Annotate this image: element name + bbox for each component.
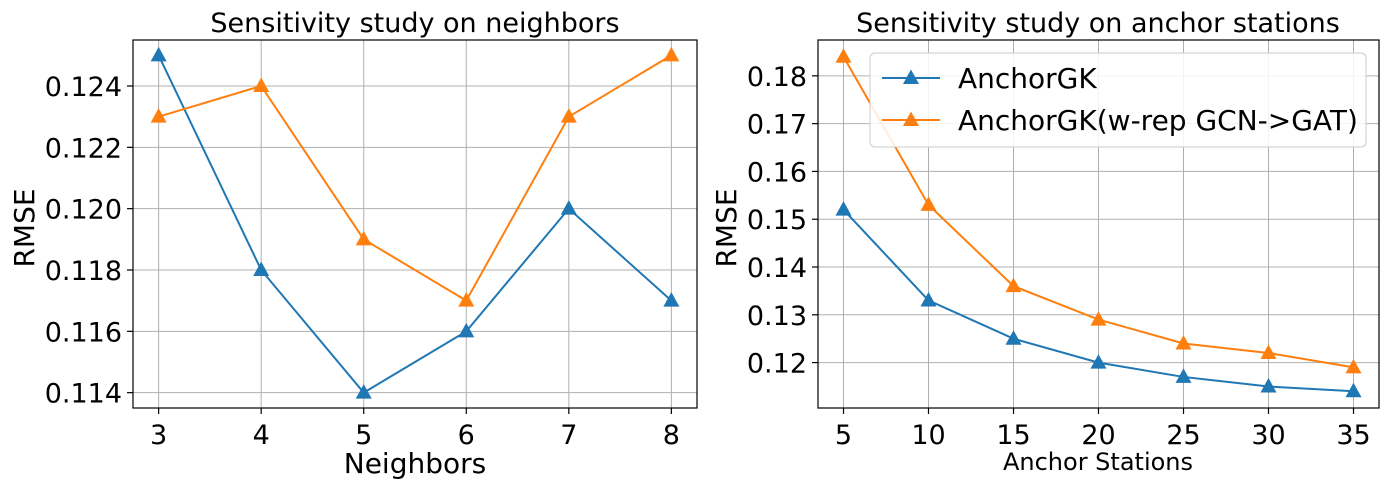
data-point [560,108,577,123]
x-tick-label: 20 [1081,420,1115,451]
y-tick-label: 0.116 [45,317,122,348]
x-tick-label: 4 [253,420,270,451]
data-point [150,108,167,123]
data-point [253,77,270,92]
legend-marker [903,111,919,126]
data-point [1005,330,1022,345]
data-point [150,46,167,62]
data-point [1260,344,1277,360]
data-point [560,200,577,215]
grid [133,40,697,408]
y-tick-label: 0.17 [747,110,807,141]
data-point [458,292,475,307]
plot-frame [132,39,698,409]
x-axis-label: Anchor Stations [1003,448,1193,476]
legend-box [869,52,1367,148]
x-tick-label: 35 [1336,420,1370,451]
y-tick-label: 0.122 [45,133,122,164]
x-tick-label: 15 [996,420,1030,451]
y-tick-label: 0.120 [45,195,122,226]
data-point [1175,334,1192,350]
data-point [355,230,372,246]
x-tick-label: 6 [458,420,475,451]
series-line [158,54,672,303]
legend: AnchorGK AnchorGK(w-rep GCN->GAT) [869,52,1367,148]
data-point [663,46,680,62]
y-tick-label: 0.118 [45,256,122,287]
x-tick-label: 3 [150,420,167,451]
series-line [157,54,673,394]
y-tick-label: 0.12 [747,349,807,380]
data-point [1090,354,1107,369]
x-tick-label: 5 [835,420,852,451]
y-axis-label: RMSE [710,188,743,267]
legend-marker [903,69,919,84]
data-point [458,322,475,338]
chart-anchor-stations: Sensitivity study on anchor stations Anc… [710,8,1380,476]
data-point [835,201,852,216]
y-tick-label: 0.14 [747,253,807,284]
legend-label: AnchorGK [958,62,1097,95]
y-tick-label: 0.15 [747,205,807,236]
x-axis-label: Neighbors [344,447,486,480]
data-point [920,196,937,211]
chart-title: Sensitivity study on anchor stations [856,8,1340,39]
x-tick-label: 7 [560,420,577,451]
chart-title: Sensitivity study on neighbors [210,8,619,39]
y-axis-label: RMSE [8,188,41,267]
y-tick-label: 0.18 [747,62,807,93]
y-tick-label: 0.114 [45,379,122,410]
data-point [355,384,372,399]
data-point [1260,377,1277,393]
y-tick-label: 0.124 [45,72,122,103]
chart-neighbors: Sensitivity study on neighbors Neighbors… [8,8,698,480]
data-point [663,292,680,307]
x-tick-label: 8 [663,420,680,451]
data-point [1005,277,1022,293]
x-tick-label: 5 [355,420,372,451]
y-tick-label: 0.16 [747,157,807,188]
data-point [1175,368,1192,383]
y-tick-label: 0.13 [747,301,807,332]
data-point [920,291,937,307]
data-point [1345,382,1362,398]
data-point [835,48,852,63]
x-tick-label: 30 [1251,420,1285,451]
data-point [1345,358,1362,374]
data-point [253,261,270,276]
legend-label: AnchorGK(w-rep GCN->GAT) [958,104,1358,137]
x-tick-label: 25 [1166,420,1200,451]
x-tick-label: 10 [911,420,945,451]
data-point [1090,311,1107,326]
